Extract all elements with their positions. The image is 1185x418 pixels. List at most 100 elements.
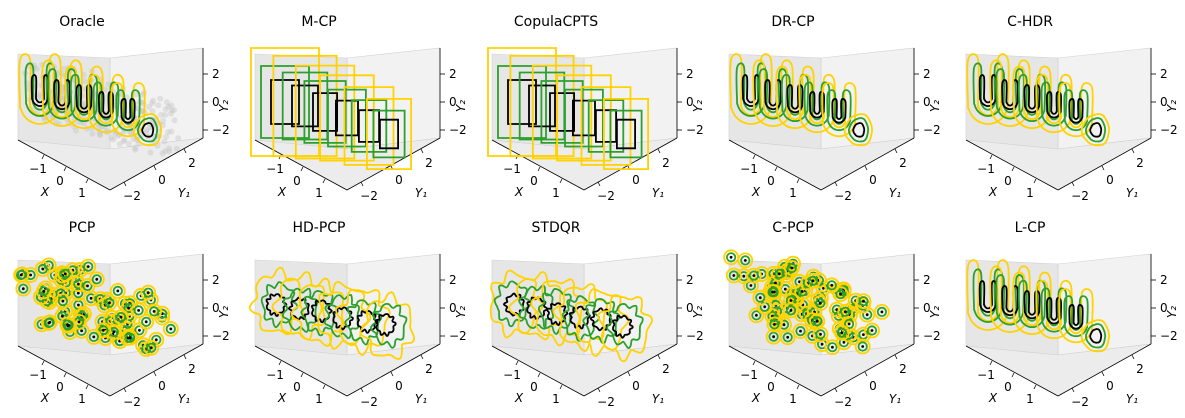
y1-tick-mark	[864, 371, 868, 377]
y2-tick-label: −2	[923, 329, 941, 343]
contour-outer	[272, 54, 338, 158]
contour-inner	[270, 79, 300, 125]
contour-outer	[580, 86, 632, 166]
contour-inner	[773, 323, 776, 326]
y1-tick-mark	[627, 371, 631, 377]
contour-inner	[790, 266, 794, 270]
x-tick-mark	[796, 178, 800, 184]
contour-middle	[768, 331, 779, 342]
y1-tick-label: 0	[158, 173, 166, 187]
contour-middle	[836, 327, 847, 338]
sample-point	[168, 128, 175, 135]
contour-middle	[786, 262, 797, 274]
x-tick-label: 1	[789, 186, 797, 200]
contour-inner	[763, 305, 767, 309]
x-axis-label: X	[40, 391, 50, 405]
panel-title: STDQR	[532, 220, 581, 236]
contour-inner	[820, 342, 824, 346]
x-tick-label: 0	[293, 380, 301, 394]
x-tick-mark	[322, 384, 326, 390]
contour-sets	[18, 53, 182, 157]
x-tick-label: −1	[740, 368, 758, 382]
contour-middle	[818, 283, 829, 294]
y1-tick-label: 2	[188, 362, 196, 376]
x-tick-mark	[1033, 384, 1037, 390]
contour-outer	[752, 59, 794, 128]
y2-axis-label: Y₂	[691, 306, 705, 318]
y1-tick-label: 2	[188, 156, 196, 170]
y1-tick-mark	[1101, 165, 1105, 171]
x-tick-label: 1	[78, 186, 86, 200]
sample-point	[146, 103, 152, 110]
contour-inner	[772, 335, 775, 339]
contour-inner	[568, 305, 591, 330]
contour-middle	[112, 285, 123, 297]
y2-tick-label: 0	[212, 301, 220, 315]
contour-outer	[812, 326, 829, 343]
contour-inner	[335, 99, 359, 137]
contour-outer	[764, 308, 781, 324]
x-tick-mark	[63, 372, 67, 378]
contour-middle	[1040, 287, 1068, 333]
contour-outer	[843, 113, 874, 147]
contour-outer	[735, 268, 752, 285]
contour-outer	[290, 277, 346, 347]
contour-middle	[782, 332, 793, 343]
contour-middle	[758, 68, 788, 120]
y1-axis-label: Y₁	[415, 186, 427, 200]
y2-tick-label: 0	[1160, 95, 1168, 109]
contour-sets	[729, 53, 874, 147]
sample-point	[125, 140, 132, 147]
contour-outer	[54, 308, 71, 325]
contour-outer	[1080, 113, 1111, 147]
contour-middle	[740, 255, 751, 266]
contour-inner	[755, 313, 758, 317]
axes-box	[965, 253, 1152, 397]
contour-inner	[830, 283, 834, 287]
contour-middle	[582, 297, 621, 345]
contour-inner	[572, 99, 596, 137]
contour-outer	[854, 338, 871, 355]
y1-tick-label: −2	[123, 189, 141, 203]
contour-outer	[294, 64, 356, 160]
y1-tick-mark	[360, 387, 364, 393]
contour-middle	[88, 331, 99, 343]
contour-middle	[92, 81, 120, 127]
contour-middle	[751, 310, 762, 321]
contour-inner	[819, 332, 822, 336]
x-tick-mark	[515, 360, 519, 366]
x-tick-mark	[752, 360, 756, 366]
y1-tick-mark	[420, 148, 424, 154]
contour-inner	[169, 327, 173, 331]
sample-point	[169, 107, 175, 114]
contour-inner	[97, 91, 115, 119]
sample-point	[108, 134, 115, 141]
y1-tick-mark	[1101, 371, 1105, 377]
x-axis-label: X	[277, 391, 287, 405]
contour-outer	[766, 316, 783, 333]
x-tick-mark	[300, 166, 304, 172]
x-tick-label: 1	[789, 392, 797, 406]
y1-tick-mark	[123, 387, 127, 393]
sample-point	[60, 96, 67, 103]
contour-middle	[826, 280, 837, 291]
contour-middle	[1084, 323, 1107, 349]
x-tick-label: 1	[315, 186, 323, 200]
contour-inner	[612, 314, 634, 339]
y1-tick-label: −2	[360, 395, 378, 409]
y2-tick-label: −2	[1160, 329, 1178, 343]
contour-inner	[1023, 84, 1041, 114]
contour-outer	[146, 303, 163, 320]
contour-outer	[1058, 82, 1094, 138]
y2-tick-label: 0	[449, 301, 457, 315]
contour-outer	[805, 272, 821, 289]
contour-sets	[248, 266, 416, 360]
contour-outer	[798, 73, 836, 134]
contour-middle	[83, 261, 94, 272]
x-tick-mark	[63, 166, 67, 172]
